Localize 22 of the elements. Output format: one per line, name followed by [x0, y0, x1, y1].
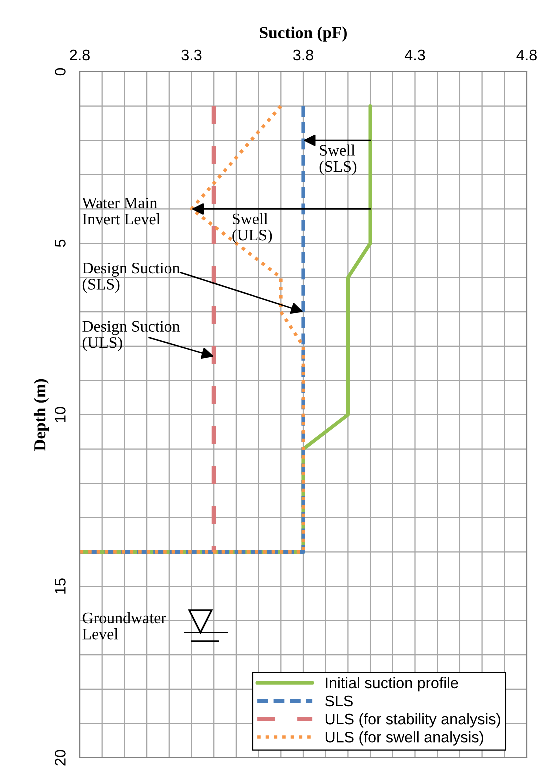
- y-tick-label: 15: [55, 578, 66, 594]
- x-tick-label: 3.8: [293, 50, 314, 61]
- x-tick-label: 4.3: [404, 50, 426, 61]
- annotation: Design Suction (SLS): [82, 262, 180, 294]
- legend-label: ULS (for swell analysis): [326, 732, 484, 746]
- annotation: Design Suction (ULS): [82, 321, 180, 352]
- annotation: Groundwater Level: [82, 612, 166, 640]
- y-tick-label: 20: [55, 750, 66, 766]
- x-axis-title: Suction (pF): [260, 26, 347, 42]
- legend-label: ULS (for stability analysis): [326, 713, 500, 728]
- legend-label: Initial suction profile: [326, 677, 458, 692]
- annotation: Swell (SLS): [320, 144, 357, 176]
- annotation: Water Main Invert Level: [82, 198, 160, 225]
- y-tick-label: 10: [55, 407, 66, 422]
- x-tick-label: 2.8: [70, 50, 90, 61]
- x-tick-label: 3.3: [182, 50, 202, 61]
- y-tick-label: 0: [55, 68, 66, 76]
- legend-label: SLS: [325, 696, 353, 707]
- x-tick-label: 4.8: [516, 50, 537, 61]
- annotation: Swell (ULS): [232, 213, 272, 244]
- y-axis-title: Depth (m): [34, 379, 50, 452]
- y-tick-label: 5: [55, 240, 66, 248]
